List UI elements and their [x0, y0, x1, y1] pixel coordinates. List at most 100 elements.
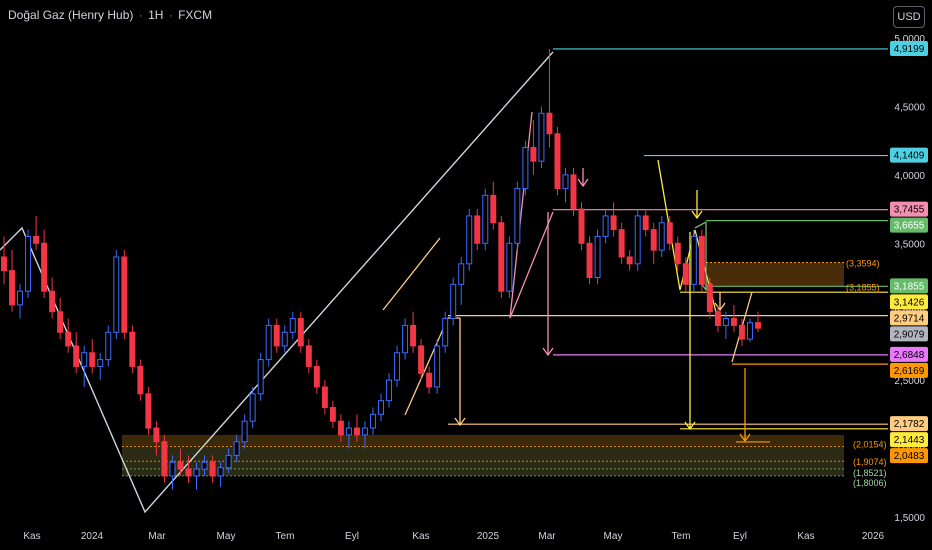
candle — [153, 427, 160, 443]
x-tick-label: 2024 — [81, 531, 104, 542]
symbol-name: Doğal Gaz (Henry Hub) — [8, 8, 134, 22]
candle — [89, 352, 96, 367]
candle — [755, 322, 761, 329]
candle — [610, 215, 617, 231]
resistance-zone — [706, 262, 844, 287]
candle — [586, 242, 593, 279]
price-label: 3,1855 — [894, 281, 925, 292]
candle — [378, 400, 384, 415]
candle — [594, 235, 601, 278]
interval-label: 1H — [148, 8, 164, 22]
candle — [33, 235, 40, 244]
x-tick-label: 2025 — [477, 531, 500, 542]
candle — [129, 331, 136, 367]
candle — [554, 133, 561, 190]
candle — [714, 311, 721, 326]
price-label-badge — [890, 326, 928, 342]
candle — [1, 256, 7, 272]
candle — [353, 427, 360, 436]
candle — [682, 263, 689, 285]
candle — [185, 468, 192, 477]
candle — [426, 372, 433, 388]
x-tick-label: Kas — [23, 531, 40, 542]
candle — [410, 324, 417, 347]
zone-label: (1,8006) — [853, 478, 887, 488]
candle — [17, 290, 24, 306]
price-label: 3,1426 — [894, 297, 925, 308]
candle — [538, 112, 545, 162]
candle — [233, 441, 240, 456]
price-label-badge — [890, 147, 928, 163]
wave-leg-pink-2 — [509, 211, 554, 319]
price-label: 2,6169 — [894, 366, 925, 377]
candle — [522, 146, 529, 190]
candle — [746, 322, 753, 340]
price-label: 2,9714 — [894, 313, 925, 324]
candle — [730, 318, 737, 326]
candle — [281, 331, 288, 347]
currency-button[interactable]: USD — [893, 6, 925, 28]
candle — [49, 290, 56, 313]
candle — [442, 318, 449, 347]
candle — [546, 112, 553, 135]
zone-label: (3,3594) — [846, 259, 880, 269]
candle — [738, 324, 745, 340]
x-tick-label: Kas — [797, 531, 814, 542]
candle — [25, 235, 32, 292]
y-tick-label: 1,5000 — [894, 513, 925, 524]
y-tick-label: 4,5000 — [894, 102, 925, 113]
candle — [209, 461, 216, 477]
candle — [482, 194, 489, 244]
marker-arrow-head — [577, 178, 589, 188]
x-tick-label: 2026 — [862, 531, 885, 542]
price-label-badge — [890, 217, 928, 233]
candle — [361, 427, 368, 436]
candle — [690, 235, 697, 285]
candle — [113, 256, 120, 333]
candles-group — [1, 48, 761, 490]
price-label-badge — [890, 201, 928, 217]
x-tick-label: Eyl — [345, 531, 359, 542]
candle — [474, 215, 481, 244]
price-label: 4,9199 — [894, 44, 925, 55]
support-zone-upper — [122, 434, 844, 447]
candle — [81, 352, 88, 367]
projection-arrow-pink-head — [542, 347, 554, 357]
marker-arrow-head — [714, 302, 726, 312]
candle — [177, 461, 184, 470]
price-label-badge — [890, 448, 928, 464]
projection-arrow-yellow-head — [684, 421, 696, 431]
price-label-badge — [890, 294, 928, 310]
price-label-badge — [890, 362, 928, 378]
candle — [450, 283, 457, 320]
candle — [241, 420, 248, 443]
chart-title: Doğal Gaz (Henry Hub) · 1H · FXCM — [8, 8, 212, 22]
price-label-badge — [890, 310, 928, 326]
candle — [418, 345, 425, 374]
x-tick-label: Tem — [276, 531, 295, 542]
candle — [65, 331, 72, 347]
candle — [642, 215, 649, 231]
candle — [297, 318, 304, 347]
y-tick-label: 2,5000 — [894, 376, 925, 387]
candle — [722, 318, 729, 326]
wave-leg-a — [382, 237, 441, 311]
candle — [570, 174, 577, 210]
candle — [321, 386, 328, 409]
candle — [73, 345, 80, 367]
candle — [57, 311, 64, 333]
wave-leg-pink-up — [509, 111, 533, 319]
candle — [41, 242, 48, 292]
candle — [602, 215, 609, 237]
price-label-badge — [890, 278, 928, 294]
candle — [490, 194, 497, 224]
y-tick-label: 5,0000 — [894, 34, 925, 45]
zone-label: (2,0154) — [853, 439, 887, 449]
candle — [666, 222, 673, 244]
candle — [634, 215, 641, 265]
candle — [305, 345, 312, 367]
candle — [658, 222, 665, 251]
candle — [578, 208, 585, 244]
candle — [121, 256, 128, 333]
